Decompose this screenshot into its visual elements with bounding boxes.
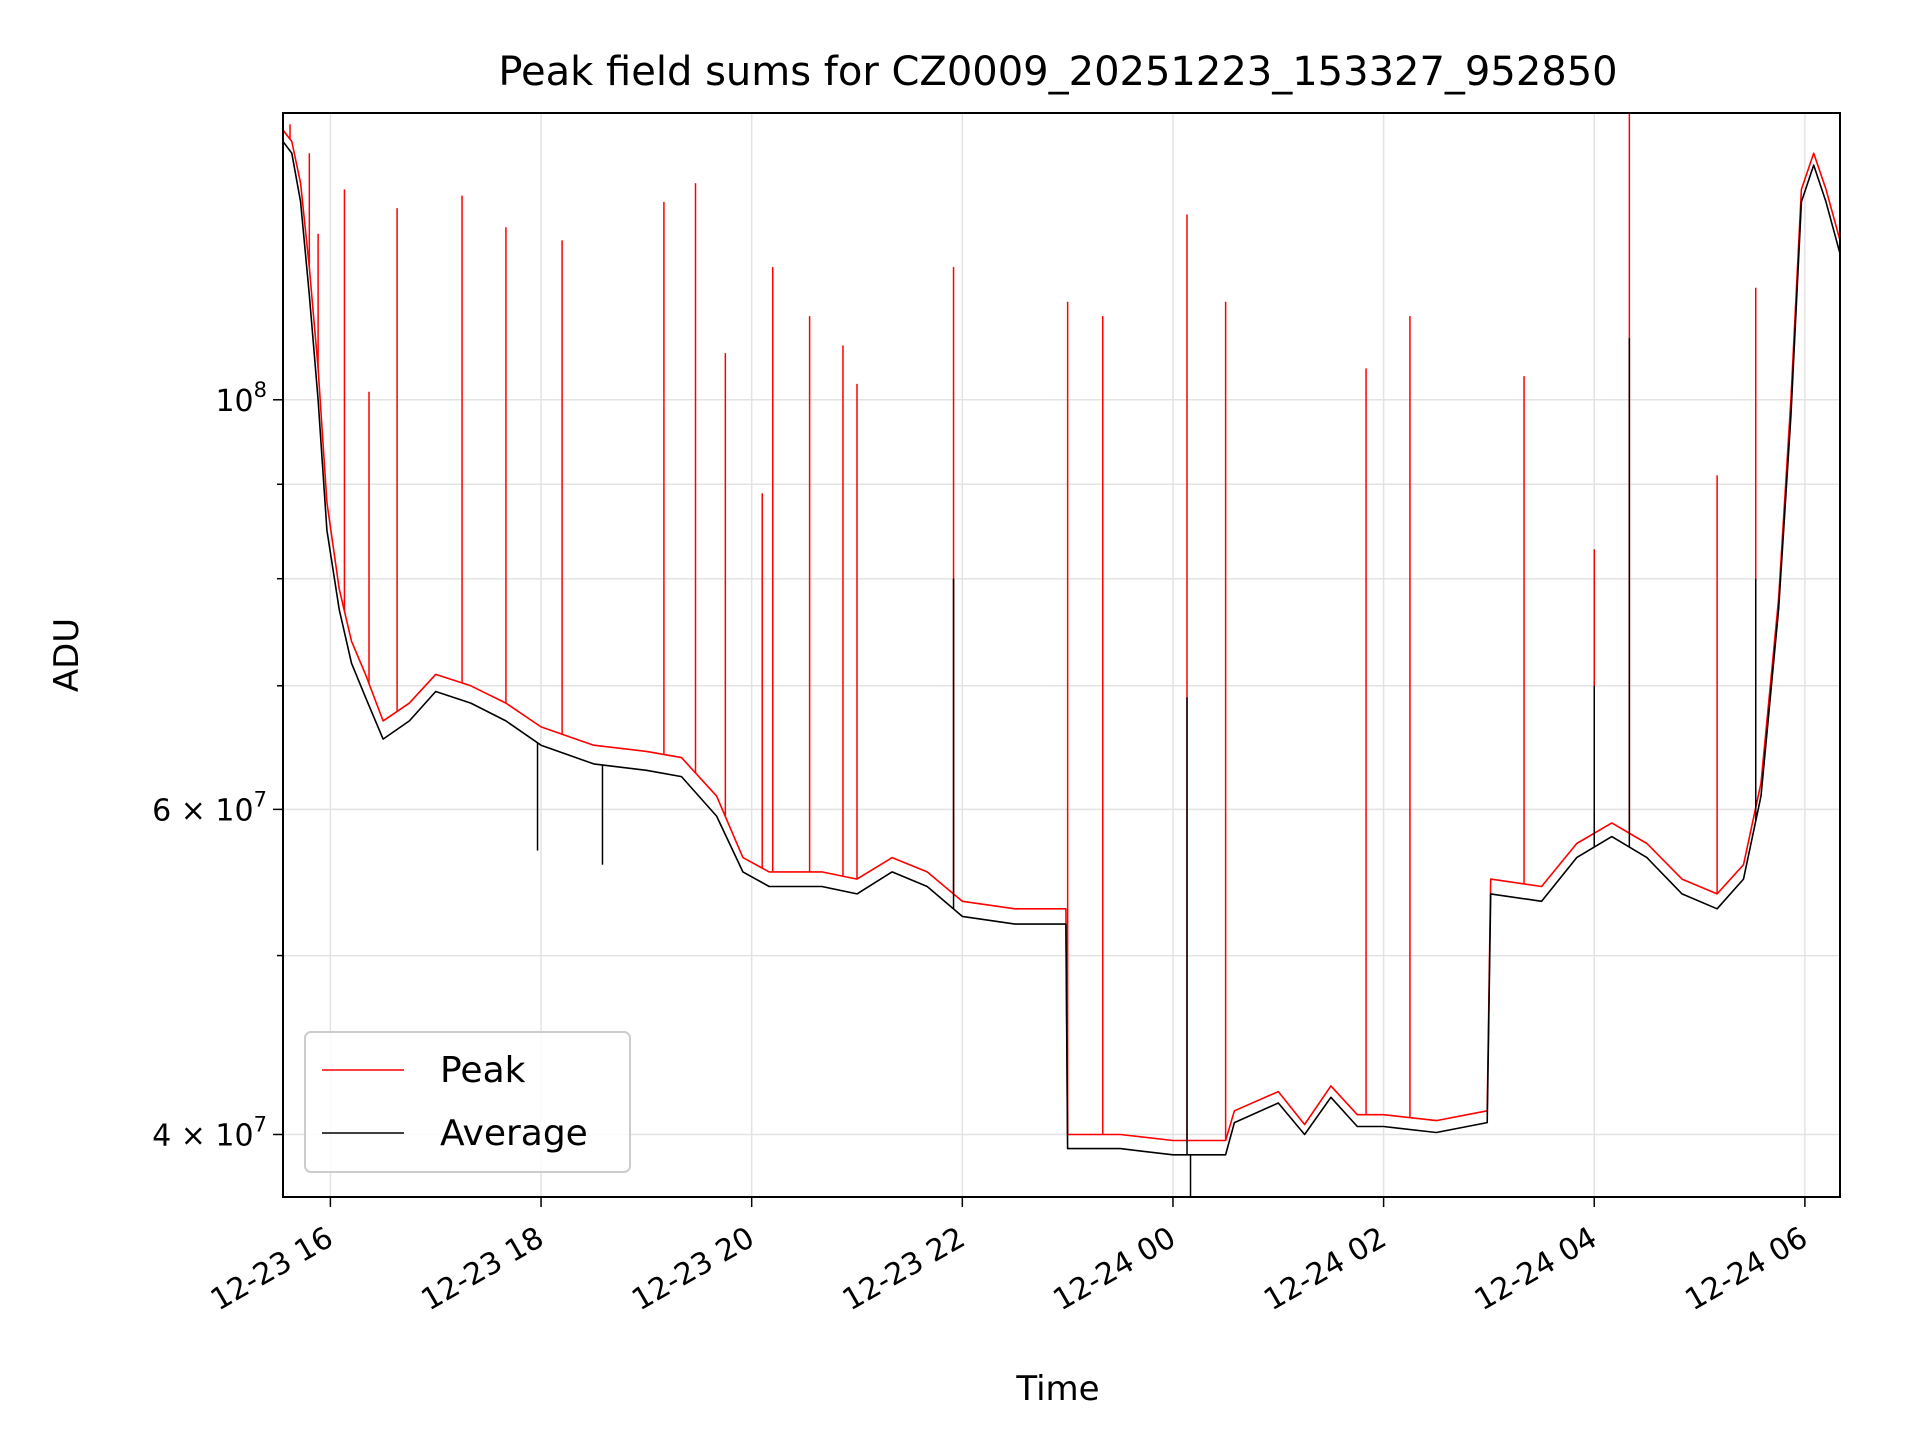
series-line-peak: [283, 129, 1840, 1142]
series-line-average: [283, 141, 1840, 1156]
legend-label-average: Average: [440, 1113, 588, 1154]
legend-box: [304, 1031, 631, 1173]
plot-frame: [282, 112, 1841, 1198]
series-average: [283, 141, 1840, 1197]
y-tick-label: 108: [215, 378, 267, 419]
x-axis-title: Time: [1015, 1369, 1099, 1409]
series-peak: [283, 113, 1840, 1142]
y-tick-label: 6 × 107: [152, 787, 267, 828]
legend-label-peak: Peak: [440, 1050, 526, 1091]
series-area: [283, 113, 1840, 1197]
y-tick-label: 4 × 107: [152, 1112, 267, 1153]
plot-area: [283, 113, 1840, 1197]
legend: Peak Average: [304, 1031, 631, 1173]
chart-title: Peak field sums for CZ0009_20251223_1533…: [498, 49, 1617, 95]
y-axis-title: ADU: [47, 618, 87, 692]
grid: [283, 113, 1840, 1197]
